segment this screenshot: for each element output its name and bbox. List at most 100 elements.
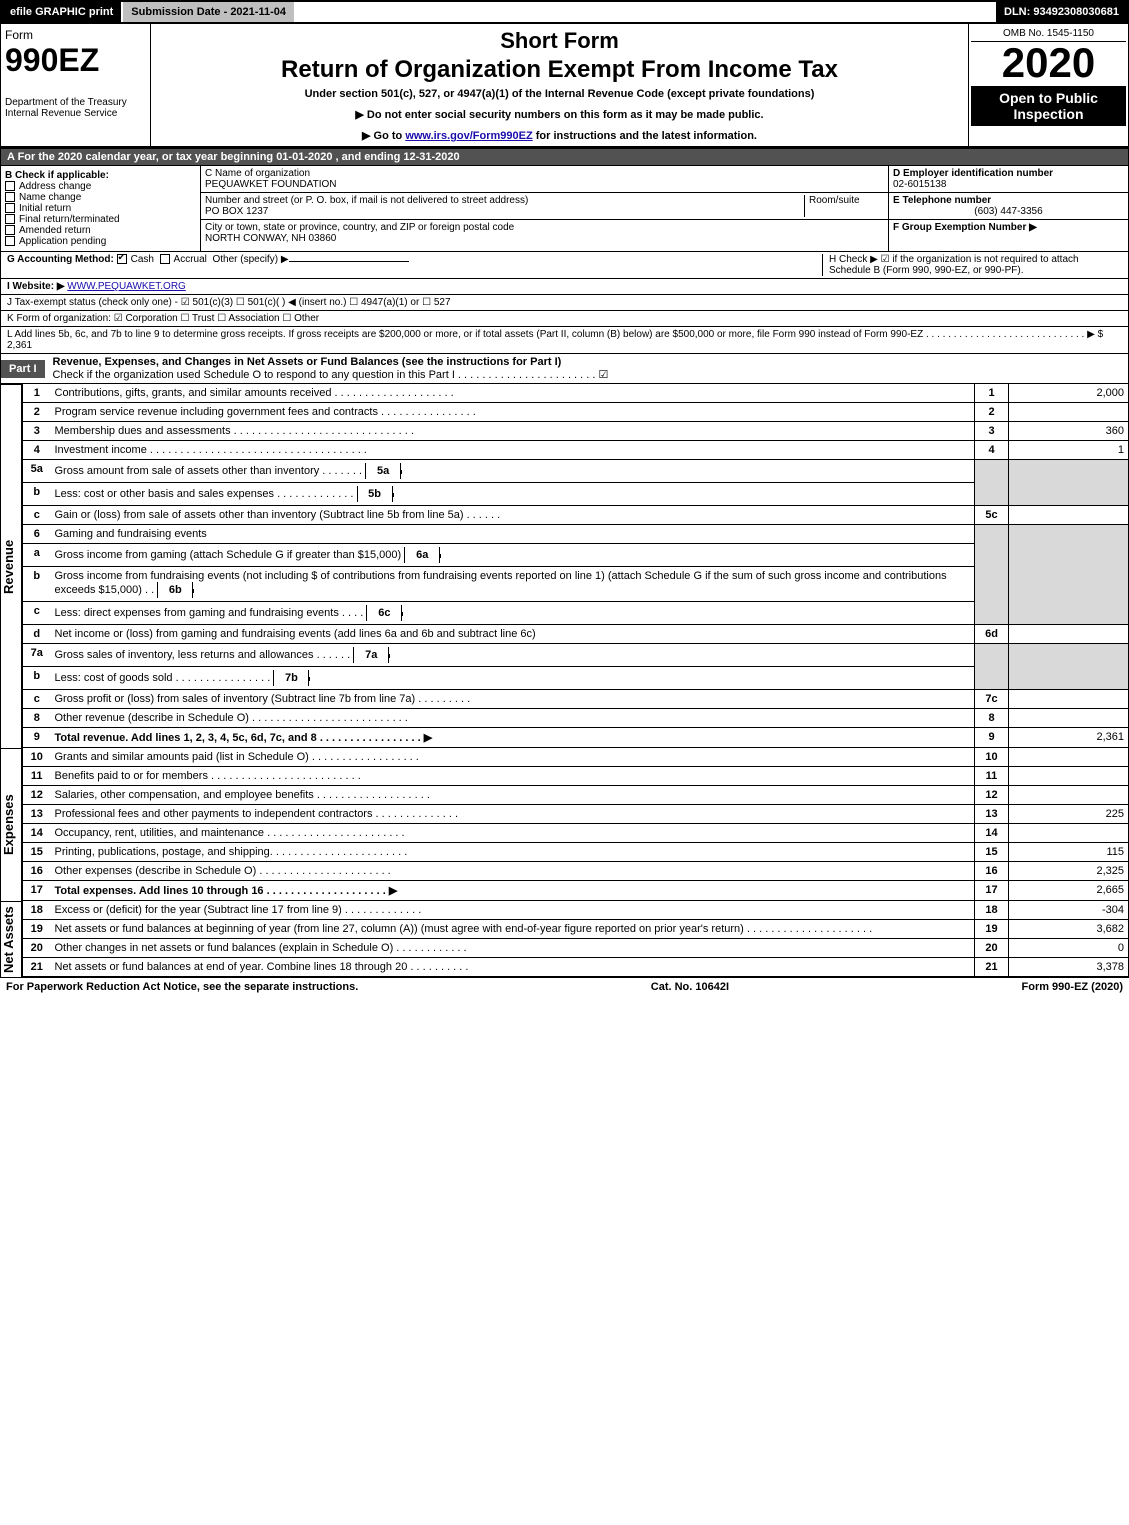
l5b-text: Less: cost or other basis and sales expe… [55, 488, 354, 500]
website-link[interactable]: WWW.PEQUAWKET.ORG [67, 281, 186, 292]
l13-box: 13 [975, 805, 1009, 824]
chk-pending[interactable] [5, 236, 15, 246]
period-row-a: A For the 2020 calendar year, or tax yea… [0, 148, 1129, 166]
footer-right: Form 990-EZ (2020) [1022, 981, 1123, 993]
l3-box: 3 [975, 422, 1009, 441]
line-7c: cGross profit or (loss) from sales of in… [23, 690, 1129, 709]
l17-desc: Total expenses. Add lines 10 through 16 … [51, 881, 975, 901]
irs-label: Internal Revenue Service [5, 108, 146, 119]
l6a-desc: Gross income from gaming (attach Schedul… [51, 544, 975, 567]
l8-box: 8 [975, 709, 1009, 728]
chk-address-change[interactable] [5, 181, 15, 191]
l5ab-shade [975, 460, 1009, 506]
line-16: 16Other expenses (describe in Schedule O… [23, 862, 1129, 881]
l5a-subamt [401, 470, 481, 474]
chk-cash[interactable] [117, 254, 127, 264]
form-header: Form 990EZ Department of the Treasury In… [0, 24, 1129, 148]
l2-box: 2 [975, 403, 1009, 422]
l6b-desc: Gross income from fundraising events (no… [51, 567, 975, 602]
submission-date-button[interactable]: Submission Date - 2021-11-04 [123, 2, 296, 22]
line-17: 17Total expenses. Add lines 10 through 1… [23, 881, 1129, 901]
l7c-amt [1009, 690, 1129, 709]
entity-region: B Check if applicable: Address change Na… [0, 166, 1129, 252]
l7a-text: Gross sales of inventory, less returns a… [55, 649, 351, 661]
l7b-subamt [309, 677, 389, 681]
goto-note: ▶ Go to www.irs.gov/Form990EZ for instru… [155, 129, 964, 142]
line-5b: bLess: cost or other basis and sales exp… [23, 483, 1129, 506]
line-9: 9Total revenue. Add lines 1, 2, 3, 4, 5c… [23, 728, 1129, 748]
chk-accrual[interactable] [160, 254, 170, 264]
efile-print-button[interactable]: efile GRAPHIC print [2, 2, 123, 22]
l19-box: 19 [975, 920, 1009, 939]
l5b-subamt [393, 493, 473, 497]
org-name-label: C Name of organization [205, 168, 884, 179]
address-field: Number and street (or P. O. box, if mail… [201, 193, 888, 220]
row-g: G Accounting Method: Cash Accrual Other … [7, 254, 822, 276]
opt-final: Final return/terminated [19, 214, 120, 225]
ssn-note: ▶ Do not enter social security numbers o… [155, 108, 964, 121]
line-8: 8Other revenue (describe in Schedule O) … [23, 709, 1129, 728]
chk-initial[interactable] [5, 203, 15, 213]
line-11: 11Benefits paid to or for members . . . … [23, 767, 1129, 786]
l21-amt: 3,378 [1009, 958, 1129, 977]
chk-final[interactable] [5, 214, 15, 224]
l5c-num: c [23, 506, 51, 525]
l11-desc: Benefits paid to or for members . . . . … [51, 767, 975, 786]
l11-amt [1009, 767, 1129, 786]
line-4: 4Investment income . . . . . . . . . . .… [23, 441, 1129, 460]
l4-box: 4 [975, 441, 1009, 460]
expenses-section: Expenses 10Grants and similar amounts pa… [0, 748, 1129, 901]
opt-pending: Application pending [19, 236, 106, 247]
l16-box: 16 [975, 862, 1009, 881]
l1-box: 1 [975, 384, 1009, 403]
footer-mid: Cat. No. 10642I [651, 981, 729, 993]
line-6b: bGross income from fundraising events (n… [23, 567, 1129, 602]
row-i: I Website: ▶ WWW.PEQUAWKET.ORG [0, 279, 1129, 295]
g-label: G Accounting Method: [7, 254, 114, 265]
dln-label: DLN: 93492308030681 [996, 2, 1127, 22]
expenses-table: 10Grants and similar amounts paid (list … [22, 748, 1129, 901]
org-name-field: C Name of organization PEQUAWKET FOUNDAT… [201, 166, 888, 193]
l6b-subamt [193, 589, 273, 593]
revenue-table: 1Contributions, gifts, grants, and simil… [22, 384, 1129, 748]
line-7a: 7aGross sales of inventory, less returns… [23, 644, 1129, 667]
line-12: 12Salaries, other compensation, and empl… [23, 786, 1129, 805]
chk-name-change[interactable] [5, 192, 15, 202]
l5b-desc: Less: cost or other basis and sales expe… [51, 483, 975, 506]
l3-num: 3 [23, 422, 51, 441]
l20-box: 20 [975, 939, 1009, 958]
l12-amt [1009, 786, 1129, 805]
row-g-h: G Accounting Method: Cash Accrual Other … [0, 252, 1129, 279]
goto-pre: ▶ Go to [362, 130, 405, 142]
l7c-num: c [23, 690, 51, 709]
l20-desc: Other changes in net assets or fund bala… [51, 939, 975, 958]
header-right: OMB No. 1545-1150 2020 Open to Public In… [968, 24, 1128, 146]
l3-amt: 360 [1009, 422, 1129, 441]
l14-desc: Occupancy, rent, utilities, and maintena… [51, 824, 975, 843]
irs-link[interactable]: www.irs.gov/Form990EZ [405, 130, 532, 142]
l6c-sub: 6c [366, 605, 402, 621]
l5a-sub: 5a [365, 463, 401, 479]
chk-amended[interactable] [5, 225, 15, 235]
l18-desc: Excess or (deficit) for the year (Subtra… [51, 901, 975, 920]
box-def: D Employer identification number 02-6015… [888, 166, 1128, 251]
group-exemption-field: F Group Exemption Number ▶ [889, 220, 1128, 235]
l-amount: 2,361 [7, 340, 32, 351]
l12-desc: Salaries, other compensation, and employ… [51, 786, 975, 805]
addr-value: PO BOX 1237 [205, 206, 804, 217]
l7b-desc: Less: cost of goods sold . . . . . . . .… [51, 667, 975, 690]
l5ab-amt-shade [1009, 460, 1129, 506]
room-label: Room/suite [809, 195, 860, 206]
goto-post: for instructions and the latest informat… [533, 130, 757, 142]
l6-num: 6 [23, 525, 51, 544]
revenue-section: Revenue 1Contributions, gifts, grants, a… [0, 384, 1129, 748]
l6a-subamt [440, 554, 520, 558]
l10-desc: Grants and similar amounts paid (list in… [51, 748, 975, 767]
l21-num: 21 [23, 958, 51, 977]
l5c-box: 5c [975, 506, 1009, 525]
l8-num: 8 [23, 709, 51, 728]
addr-label: Number and street (or P. O. box, if mail… [205, 195, 528, 206]
l9-amt: 2,361 [1009, 728, 1129, 748]
l6-amt-shade [1009, 525, 1129, 625]
l5c-desc: Gain or (loss) from sale of assets other… [51, 506, 975, 525]
